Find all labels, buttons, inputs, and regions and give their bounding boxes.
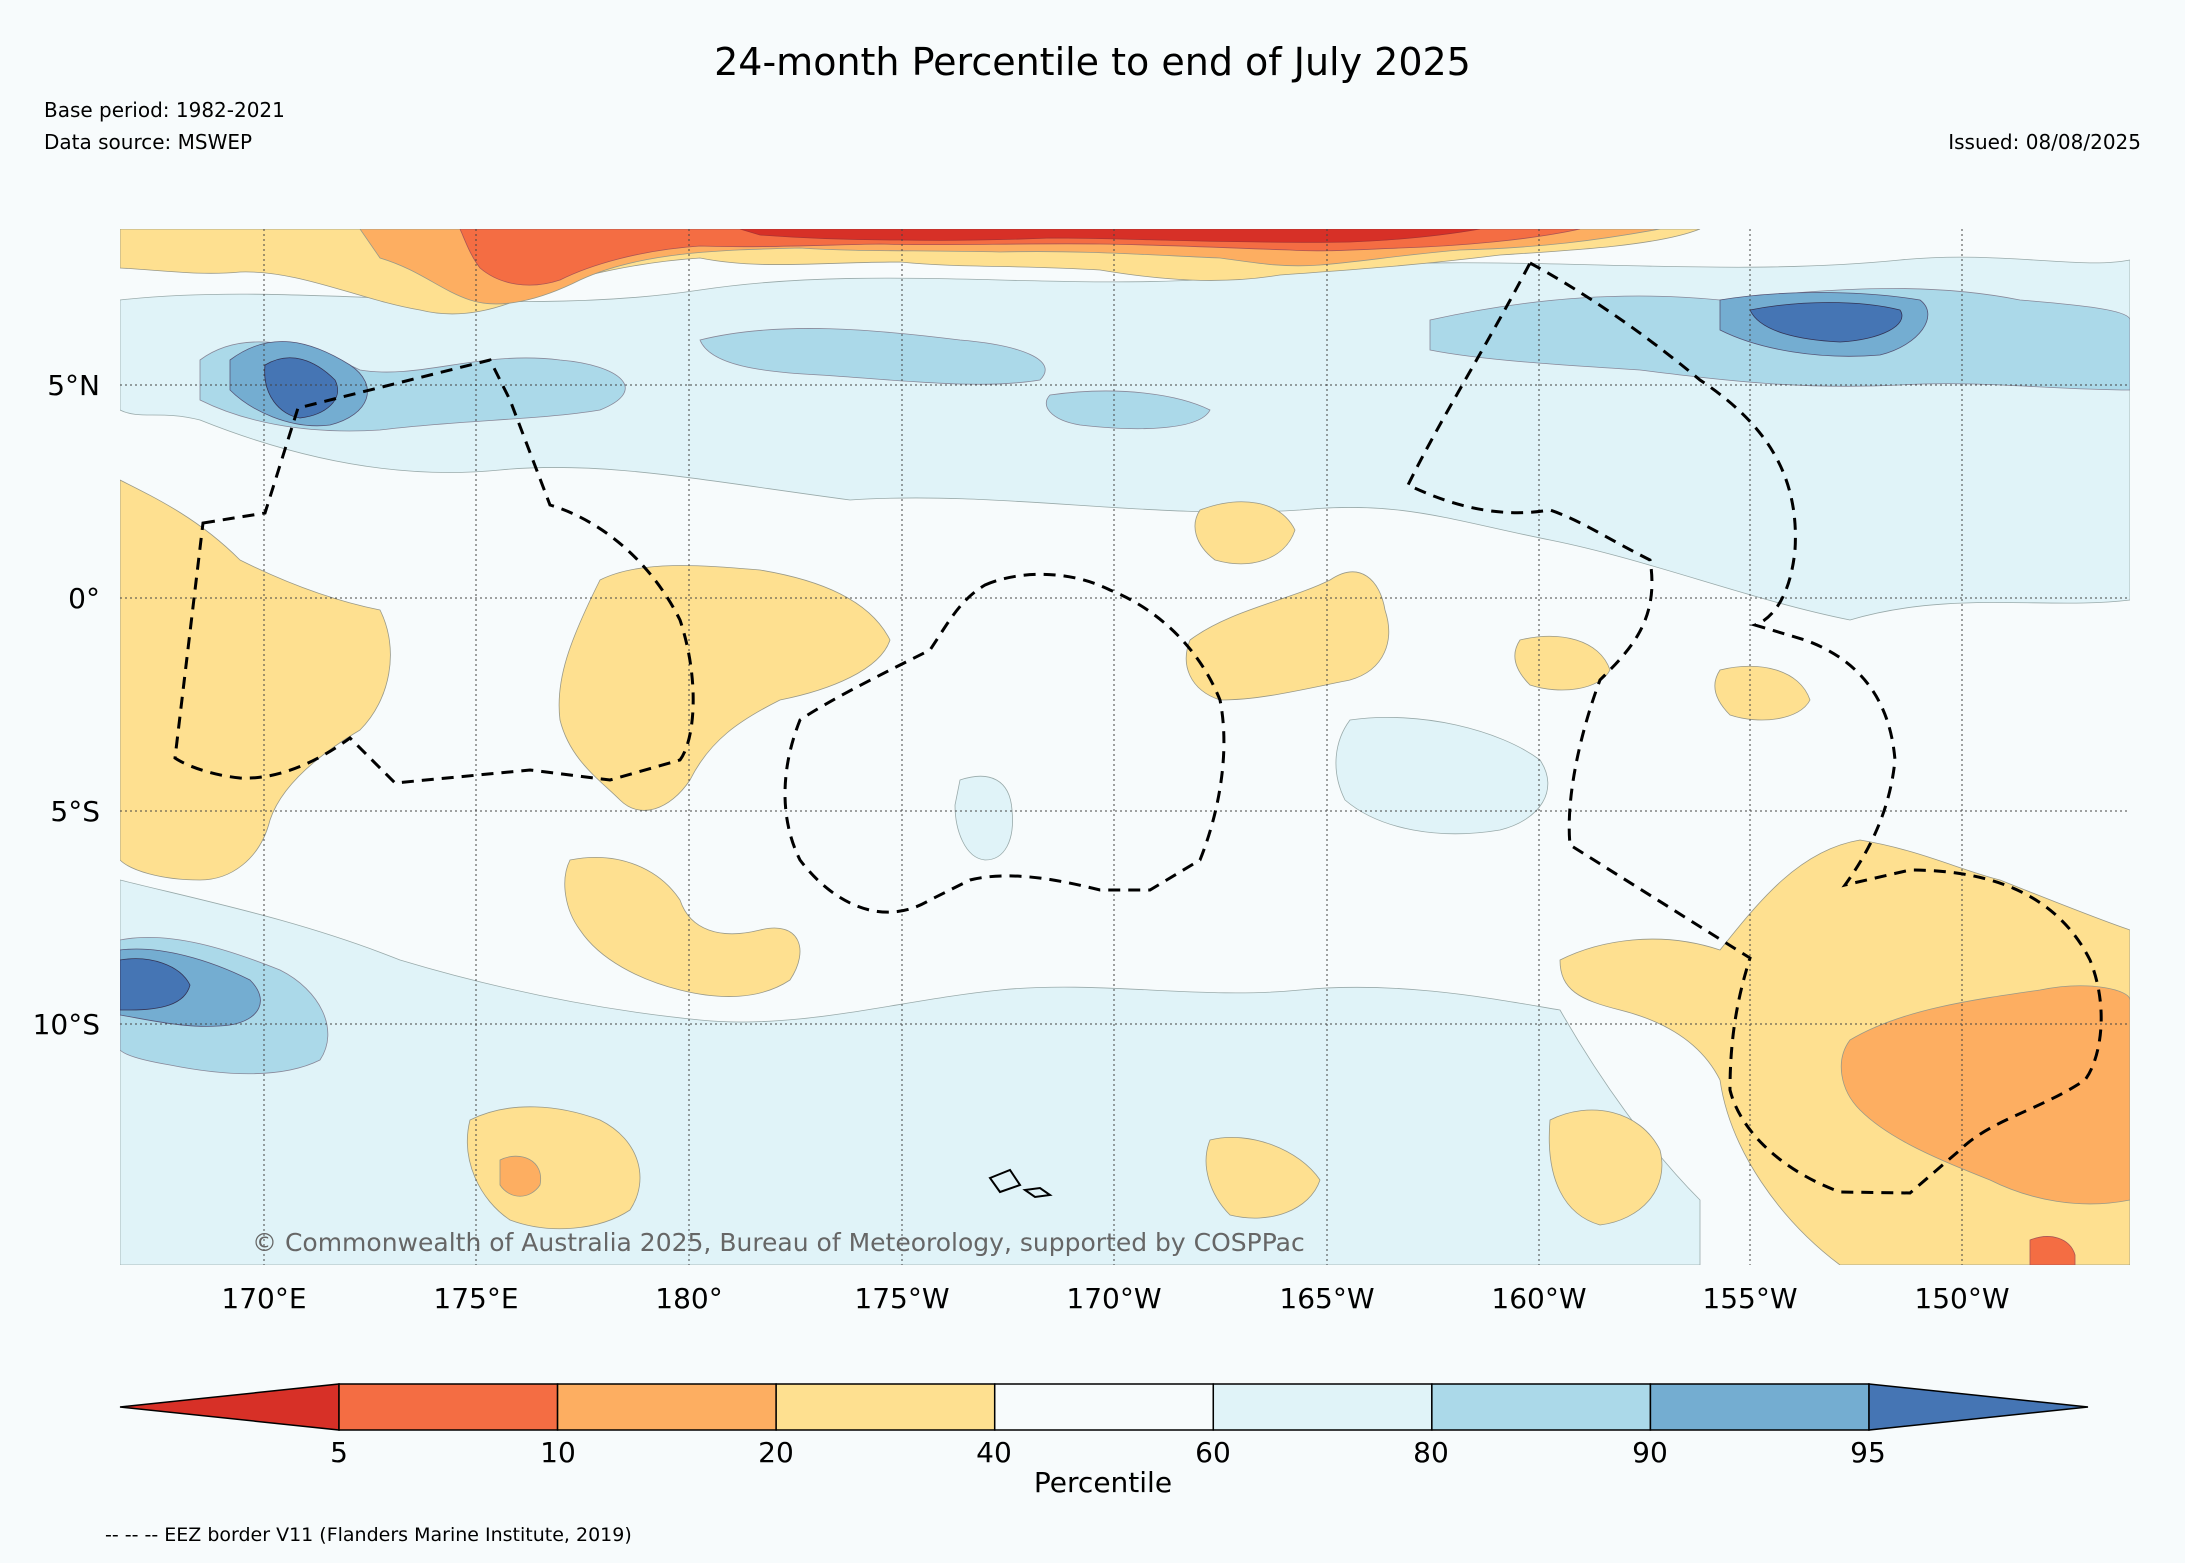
region-p20-40-south-2 [1205, 1137, 1321, 1219]
colorbar-segment [1431, 1383, 1652, 1431]
lat-label-0: 0° [68, 582, 100, 615]
colorbar-tick-20: 20 [758, 1436, 794, 1469]
lon-label-165w: 165°W [1279, 1282, 1374, 1315]
region-p60-80-central-islet [954, 775, 1013, 861]
region-p20-40-equator-far-east [1714, 665, 1811, 721]
region-p20-40-south-1 [467, 1106, 641, 1230]
region-p80-90-north-4 [1045, 390, 1211, 430]
region-p20-40-mid-east [1194, 501, 1296, 565]
lat-labels: 5°N 0° 5°S 10°S [33, 369, 100, 1041]
lon-label-155w: 155°W [1702, 1282, 1797, 1315]
eez-border-kiribati-phoenix [783, 572, 1226, 914]
island-outline-1 [988, 1168, 1022, 1194]
chart-title: 24-month Percentile to end of July 2025 [714, 40, 1471, 84]
region-p10-20-south-1 [499, 1155, 542, 1197]
region-p0-5-north [739, 229, 1481, 243]
region-p95-plus-north-1 [264, 357, 338, 419]
region-p60-80-south-central [1335, 717, 1549, 835]
region-p80-90-north-2 [699, 328, 1046, 385]
region-p95-plus-southwest [120, 958, 191, 1011]
colorbar-extend-high [1868, 1383, 2089, 1431]
colorbar-segment [993, 1383, 1215, 1431]
colorbar-tick-80: 80 [1413, 1436, 1449, 1469]
colorbar-tick-90: 90 [1632, 1436, 1668, 1469]
eez-borders [173, 260, 2103, 1195]
colorbar-ticks: 5 10 20 40 60 80 90 95 [330, 1436, 1886, 1469]
eez-border-kiribati-gilbert [173, 358, 695, 785]
colorbar-tick-5: 5 [330, 1436, 348, 1469]
colorbar-label: Percentile [1034, 1466, 1172, 1499]
lon-label-180: 180° [655, 1282, 722, 1315]
region-p20-40-west [120, 479, 391, 881]
lat-label-5n: 5°N [47, 369, 100, 402]
region-p5-10-southeast [2029, 1236, 2076, 1265]
eez-legend-note: -- -- -- EEZ border V11 (Flanders Marine… [105, 1524, 632, 1546]
colorbar-tick-10: 10 [540, 1436, 576, 1469]
issued-date-label: Issued: 08/08/2025 [1948, 130, 2141, 154]
copyright-text: © Commonwealth of Australia 2025, Bureau… [252, 1228, 1305, 1257]
data-source-label: Data source: MSWEP [44, 130, 253, 154]
lon-label-150w: 150°W [1914, 1282, 2009, 1315]
lat-label-10s: 10°S [33, 1008, 100, 1041]
colorbar-segment [338, 1383, 559, 1431]
lon-labels: 170°E 175°E 180° 175°W 170°W 165°W 160°W… [221, 1282, 2009, 1315]
lat-label-5s: 5°S [50, 795, 100, 828]
region-p20-40-central-west [558, 565, 891, 811]
colorbar-segment [556, 1383, 777, 1431]
lon-label-175w: 175°W [854, 1282, 949, 1315]
lon-label-170w: 170°W [1066, 1282, 1161, 1315]
colorbar-tick-60: 60 [1195, 1436, 1231, 1469]
colorbar-segment [1212, 1383, 1433, 1431]
region-p95-plus-north-2 [1749, 302, 1903, 343]
map-area [120, 229, 2130, 1265]
island-outline-2 [1022, 1186, 1053, 1199]
base-period-label: Base period: 1982-2021 [44, 98, 285, 122]
lon-label-175e: 175°E [433, 1282, 518, 1315]
colorbar [119, 1383, 2089, 1431]
colorbar-segment [1649, 1383, 1870, 1431]
region-p20-40-south-3 [1548, 1109, 1663, 1226]
lon-label-160w: 160°W [1491, 1282, 1586, 1315]
region-p20-40-central-south [564, 857, 801, 997]
eez-border-kiribati-line [1405, 260, 2103, 1195]
region-p10-20-southeast [1840, 985, 2130, 1205]
colorbar-segment [775, 1383, 996, 1431]
region-p5-10-north [459, 229, 1581, 286]
colorbar-extend-low [119, 1383, 340, 1431]
colorbar-tick-40: 40 [976, 1436, 1012, 1469]
lon-label-170e: 170°E [221, 1282, 306, 1315]
colorbar-tick-95: 95 [1850, 1436, 1886, 1469]
